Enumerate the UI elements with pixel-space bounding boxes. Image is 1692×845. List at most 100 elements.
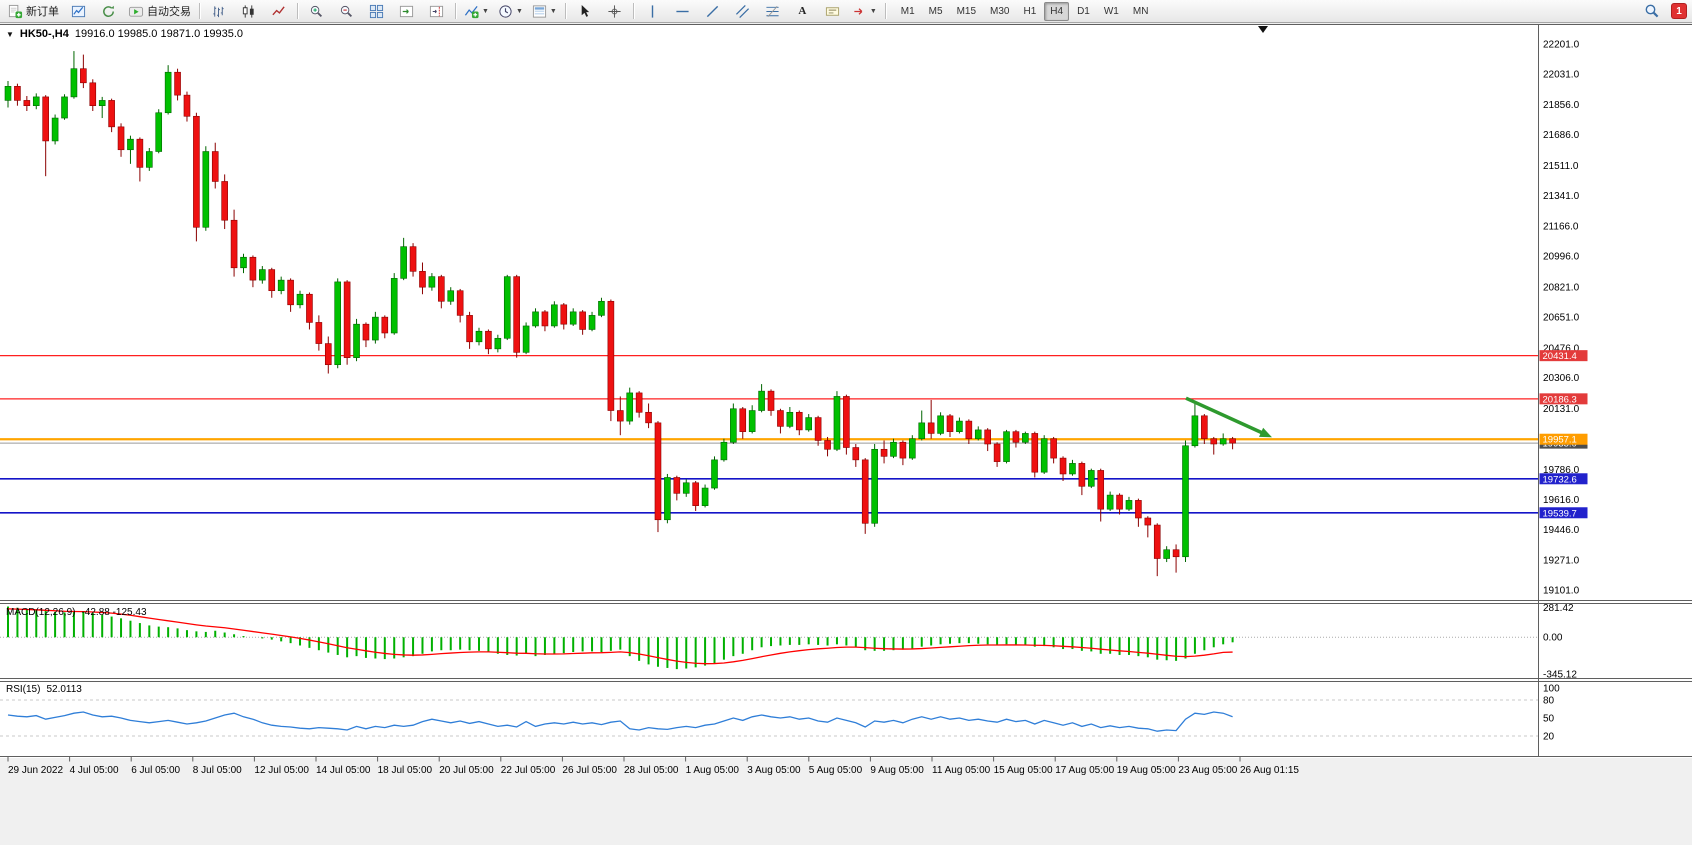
chevron-down-icon: ▼ [482,7,489,15]
fibonacci-icon [765,4,780,19]
autotrading-button[interactable]: 自动交易 [124,1,195,22]
timeframe-m30[interactable]: M30 [990,5,1010,17]
svg-text:21341.0: 21341.0 [1543,191,1580,202]
main-toolbar: 新订单 自动交易 ▼ ▼ [0,0,1692,23]
svg-text:20651.0: 20651.0 [1543,312,1580,323]
svg-text:1 Aug 05:00: 1 Aug 05:00 [686,765,740,776]
svg-text:20 Jul 05:00: 20 Jul 05:00 [439,765,494,776]
channel-tool-button[interactable] [728,1,757,22]
rsi-scale-label: 80 [1543,696,1555,707]
timeframe-group: M1 M5 M15 M30 H1 H4 D1 W1 MN [894,1,1156,21]
charts-icon [71,4,86,19]
zoom-in-icon [309,4,324,19]
toolbar-separator [199,3,200,19]
autotrading-icon [128,4,144,19]
auto-scroll-button[interactable] [392,1,421,22]
bar-chart-type-button[interactable] [204,1,233,22]
timeframe-m15[interactable]: M15 [956,5,977,17]
refresh-button[interactable] [94,1,123,22]
clock-icon [498,4,513,19]
line-chart-icon [271,4,286,19]
timeframe-m5[interactable]: M5 [928,5,943,17]
horizontal-line-icon [675,4,690,19]
text-tool-label: A [798,5,807,17]
timeframe-w1[interactable]: W1 [1103,5,1119,17]
trendline-icon [705,4,720,19]
vertical-line-icon [645,4,660,19]
timeframe-h4[interactable]: H4 [1044,1,1070,21]
svg-text:15 Aug 05:00: 15 Aug 05:00 [994,765,1053,776]
svg-text:20821.0: 20821.0 [1543,283,1580,294]
zoom-in-button[interactable] [302,1,331,22]
autotrading-label: 自动交易 [147,6,191,18]
svg-text:19 Aug 05:00: 19 Aug 05:00 [1117,765,1176,776]
notification-badge[interactable]: 1 [1672,4,1686,18]
trendline-tool-button[interactable] [698,1,727,22]
timeframe-h1[interactable]: H1 [1023,5,1037,17]
tile-windows-button[interactable] [362,1,391,22]
text-tool-button[interactable]: A [788,1,817,22]
vertical-line-tool-button[interactable] [638,1,667,22]
timeframe-d1[interactable]: D1 [1077,5,1090,17]
arrow-shape-icon [852,4,867,19]
price-scale[interactable]: 22201.0 22031.0 21856.0 21686.0 21511.0 21341… [1543,39,1580,596]
svg-text:19271.0: 19271.0 [1543,556,1580,567]
svg-text:29 Jun 2022: 29 Jun 2022 [8,765,63,776]
bar-chart-icon [211,4,226,19]
shift-marker-icon[interactable] [1258,26,1268,33]
chart-shift-icon [429,4,444,19]
refresh-icon [101,4,116,19]
new-order-button[interactable]: 新订单 [4,1,63,22]
svg-text:6 Jul 05:00: 6 Jul 05:00 [131,765,180,776]
trend-arrow[interactable] [1185,396,1266,436]
price-badges: 20431.420186.319935.019957.119732.619539… [1539,350,1588,519]
text-label-icon [825,4,840,19]
periods-button[interactable]: ▼ [494,1,527,22]
templates-icon [532,4,547,19]
add-indicator-button[interactable]: ▼ [460,1,493,22]
svg-text:5 Aug 05:00: 5 Aug 05:00 [809,765,863,776]
templates-button[interactable]: ▼ [528,1,561,22]
timeframe-m1[interactable]: M1 [900,5,915,17]
cursor-tool-button[interactable] [570,1,599,22]
svg-text:18 Jul 05:00: 18 Jul 05:00 [378,765,433,776]
zoom-out-button[interactable] [332,1,361,22]
time-axis[interactable]: 29 Jun 2022 4 Jul 05:00 6 Jul 05:00 8 Jul 0… [7,756,1299,777]
svg-text:22201.0: 22201.0 [1543,39,1580,50]
arrows-tool-button[interactable]: ▼ [848,1,881,22]
svg-text:19446.0: 19446.0 [1543,525,1580,536]
line-chart-type-button[interactable] [264,1,293,22]
svg-text:22 Jul 05:00: 22 Jul 05:00 [501,765,556,776]
macd-scale-label: -345.12 [1543,670,1577,681]
candlestick-type-button[interactable] [234,1,263,22]
svg-text:4 Jul 05:00: 4 Jul 05:00 [70,765,119,776]
svg-text:11 Aug 05:00: 11 Aug 05:00 [932,765,991,776]
collapse-indicators-icon[interactable]: ▼ [6,29,14,39]
new-order-icon [8,4,23,19]
add-indicator-icon [464,4,479,19]
crosshair-tool-button[interactable] [600,1,629,22]
text-label-tool-button[interactable] [818,1,847,22]
search-button[interactable] [1637,1,1666,22]
chart-canvas[interactable]: 22201.0 22031.0 21856.0 21686.0 21511.0 21341… [0,24,1692,845]
svg-text:20431.4: 20431.4 [1543,351,1577,362]
macd-scale-label: 281.42 [1543,603,1574,614]
svg-text:20186.3: 20186.3 [1543,394,1577,405]
chevron-down-icon: ▼ [869,7,877,15]
svg-text:19957.1: 19957.1 [1543,435,1577,446]
charts-button[interactable] [64,1,93,22]
trend-arrow-head [1259,427,1272,438]
chart-shift-button[interactable] [422,1,451,22]
timeframe-mn[interactable]: MN [1132,5,1149,17]
chevron-down-icon: ▼ [515,7,523,15]
svg-text:20131.0: 20131.0 [1543,404,1580,415]
horizontal-line-tool-button[interactable] [668,1,697,22]
svg-text:19539.7: 19539.7 [1543,508,1577,519]
fibonacci-tool-button[interactable] [758,1,787,22]
svg-text:21686.0: 21686.0 [1543,130,1580,141]
svg-text:26 Jul 05:00: 26 Jul 05:00 [562,765,617,776]
time-axis-bg [0,758,1692,845]
rsi-scale-label: 50 [1543,714,1555,725]
svg-text:20476.0: 20476.0 [1543,343,1580,354]
